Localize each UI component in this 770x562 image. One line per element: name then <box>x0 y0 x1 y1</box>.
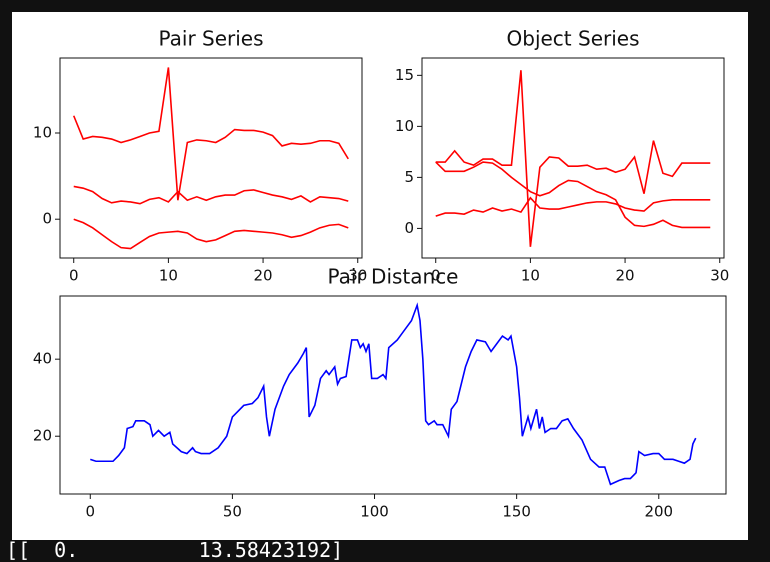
line-series <box>435 196 711 217</box>
chart-title: Pair Distance <box>327 265 458 289</box>
output-text: [[ 0. 13.58423192] <box>6 538 344 562</box>
x-tick-label: 30 <box>710 267 729 285</box>
y-tick-label: 40 <box>33 350 52 368</box>
y-tick-label: 10 <box>395 117 414 135</box>
x-tick-label: 20 <box>616 267 635 285</box>
y-tick-label: 10 <box>33 124 52 142</box>
y-tick-label: 5 <box>404 168 414 186</box>
x-tick-label: 10 <box>159 267 178 285</box>
figure-background <box>12 12 748 540</box>
x-tick-label: 0 <box>85 503 95 521</box>
y-tick-label: 0 <box>42 210 52 228</box>
x-tick-label: 50 <box>223 503 242 521</box>
chart-title: Pair Series <box>158 27 263 51</box>
x-tick-label: 10 <box>521 267 540 285</box>
line-series <box>435 161 711 229</box>
x-tick-label: 100 <box>360 503 389 521</box>
line-series <box>73 218 349 250</box>
x-tick-label: 0 <box>69 267 79 285</box>
line-series <box>73 185 349 205</box>
x-tick-label: 0 <box>431 267 441 285</box>
x-tick-label: 20 <box>254 267 273 285</box>
y-tick-label: 0 <box>404 219 414 237</box>
axes-frame <box>59 295 727 495</box>
axes-frame <box>421 57 725 259</box>
x-tick-label: 150 <box>502 503 531 521</box>
y-tick-label: 20 <box>33 427 52 445</box>
y-tick-label: 15 <box>395 66 414 84</box>
chart-title: Object Series <box>507 27 640 51</box>
x-tick-label: 30 <box>348 267 367 285</box>
axes-frame <box>59 57 363 259</box>
x-tick-label: 200 <box>644 503 673 521</box>
line-series <box>90 302 697 486</box>
line-series <box>435 70 711 247</box>
line-series <box>72 67 349 201</box>
